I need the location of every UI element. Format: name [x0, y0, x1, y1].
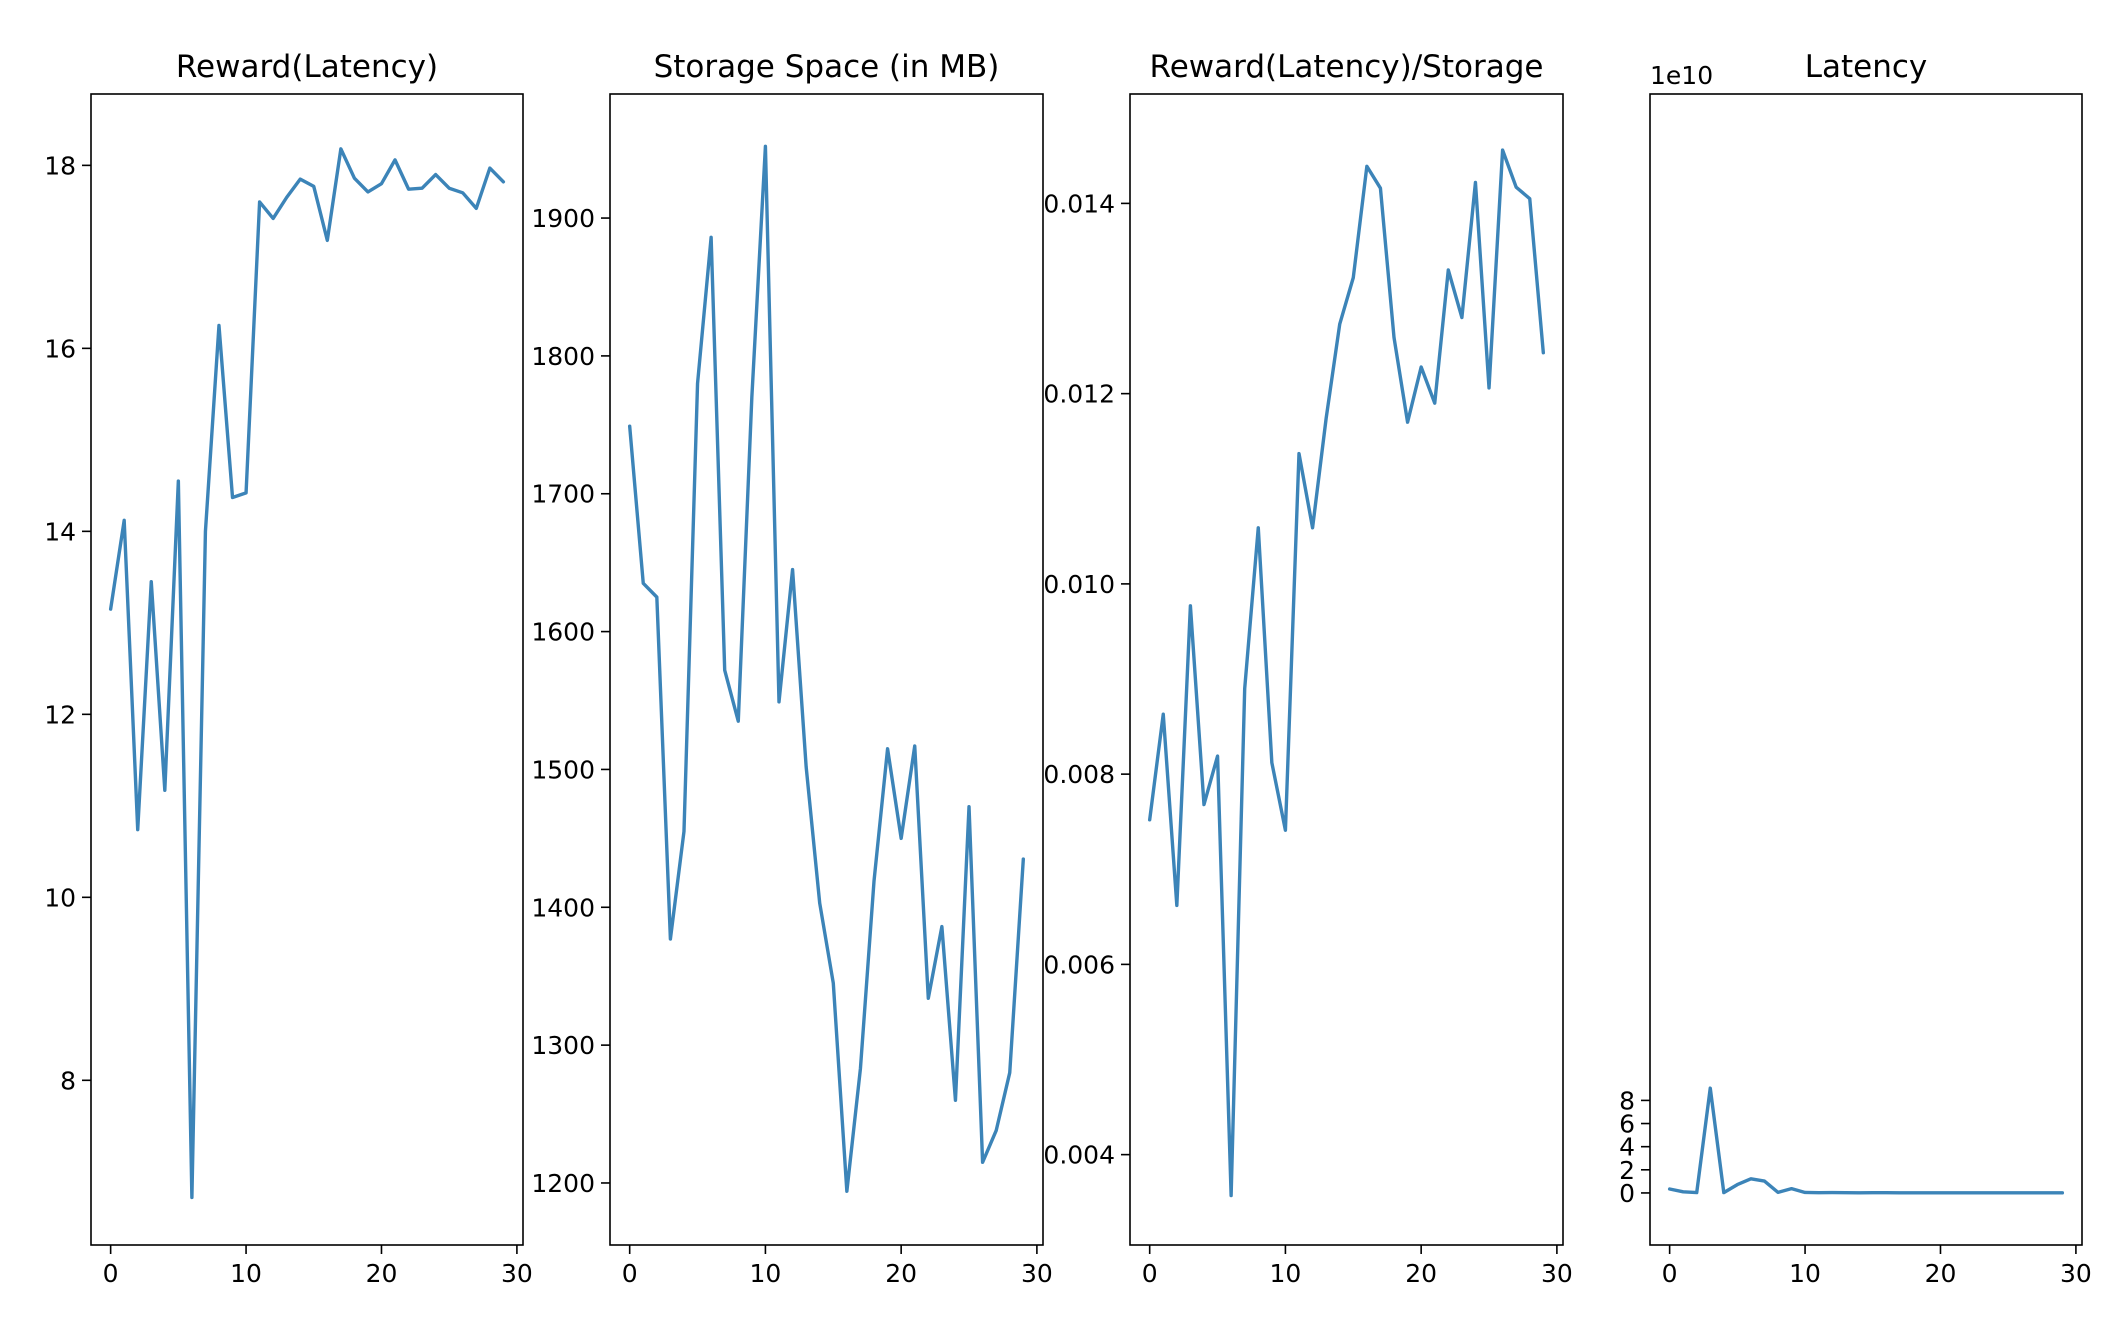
y-tick-label: 14	[44, 517, 76, 546]
x-tick-label: 30	[1021, 1259, 1053, 1288]
axes-frame	[1649, 93, 2083, 1246]
y-tick-label: 0	[1619, 1179, 1635, 1208]
x-tick-label: 10	[230, 1259, 262, 1288]
x-tick-label: 0	[622, 1259, 638, 1288]
y-tick-label: 8	[60, 1066, 76, 1095]
series-line	[1667, 1086, 2065, 1195]
x-tick-label: 0	[1662, 1259, 1678, 1288]
y-tick-label: 12	[44, 700, 76, 729]
y-tick-label: 1800	[531, 342, 595, 371]
x-tick-label: 30	[1541, 1259, 1573, 1288]
y-tick-label: 10	[44, 883, 76, 912]
y-offset-label: 1e10	[1650, 61, 1713, 90]
y-tick-label: 2	[1619, 1156, 1635, 1185]
x-tick-label: 30	[501, 1259, 533, 1288]
x-tick-label: 10	[750, 1259, 782, 1288]
x-tick-label: 20	[1925, 1259, 1957, 1288]
y-tick-label: 1900	[531, 204, 595, 233]
x-tick-label: 10	[1789, 1259, 1821, 1288]
series-line	[108, 147, 506, 1200]
y-tick-label: 1700	[531, 480, 595, 509]
subplot-3: Reward(Latency)/Storage 0.004 0.006 0.008 0.…	[1043, 49, 1572, 1288]
y-tick-label: 8	[1619, 1086, 1635, 1115]
x-tick-label: 30	[2060, 1259, 2092, 1288]
y-tick-label: 16	[44, 334, 76, 363]
series-line	[1147, 148, 1546, 1198]
y-tick-label: 0.012	[1043, 380, 1115, 409]
subplot-title: Latency	[1805, 49, 1928, 85]
y-tick-label: 1300	[531, 1031, 595, 1060]
y-tick-label: 0.004	[1043, 1141, 1115, 1170]
x-tick-label: 20	[1405, 1259, 1437, 1288]
x-tick-label: 0	[103, 1259, 119, 1288]
y-tick-label: 0.008	[1043, 760, 1115, 789]
axes-frame	[1129, 93, 1564, 1246]
y-tick-label: 0.006	[1043, 950, 1115, 979]
y-tick-label: 0.014	[1043, 189, 1115, 218]
y-tick-label: 1600	[531, 618, 595, 647]
y-tick-label: 1200	[531, 1169, 595, 1198]
subplot-title: Reward(Latency)	[176, 49, 438, 85]
axes-frame	[90, 93, 524, 1246]
x-tick-label: 0	[1142, 1259, 1158, 1288]
subplot-title: Reward(Latency)/Storage	[1150, 49, 1544, 85]
x-tick-label: 10	[1270, 1259, 1302, 1288]
y-tick-label: 6	[1619, 1110, 1635, 1139]
y-tick-label: 4	[1619, 1133, 1635, 1162]
subplot-2: Storage Space (in MB) 1200 1300 1400 1500 160…	[531, 49, 1052, 1288]
axes-frame	[609, 93, 1044, 1246]
x-tick-label: 20	[885, 1259, 917, 1288]
y-tick-label: 1500	[531, 755, 595, 784]
subplot-1: Reward(Latency) 8 10 12 14 16 18 0 10 20 30	[44, 49, 533, 1288]
y-tick-label: 18	[44, 151, 76, 180]
subplot-title: Storage Space (in MB)	[654, 49, 1000, 85]
y-tick-label: 1400	[531, 893, 595, 922]
y-tick-label: 0.010	[1043, 570, 1115, 599]
series-line	[627, 144, 1026, 1193]
x-tick-label: 20	[366, 1259, 398, 1288]
